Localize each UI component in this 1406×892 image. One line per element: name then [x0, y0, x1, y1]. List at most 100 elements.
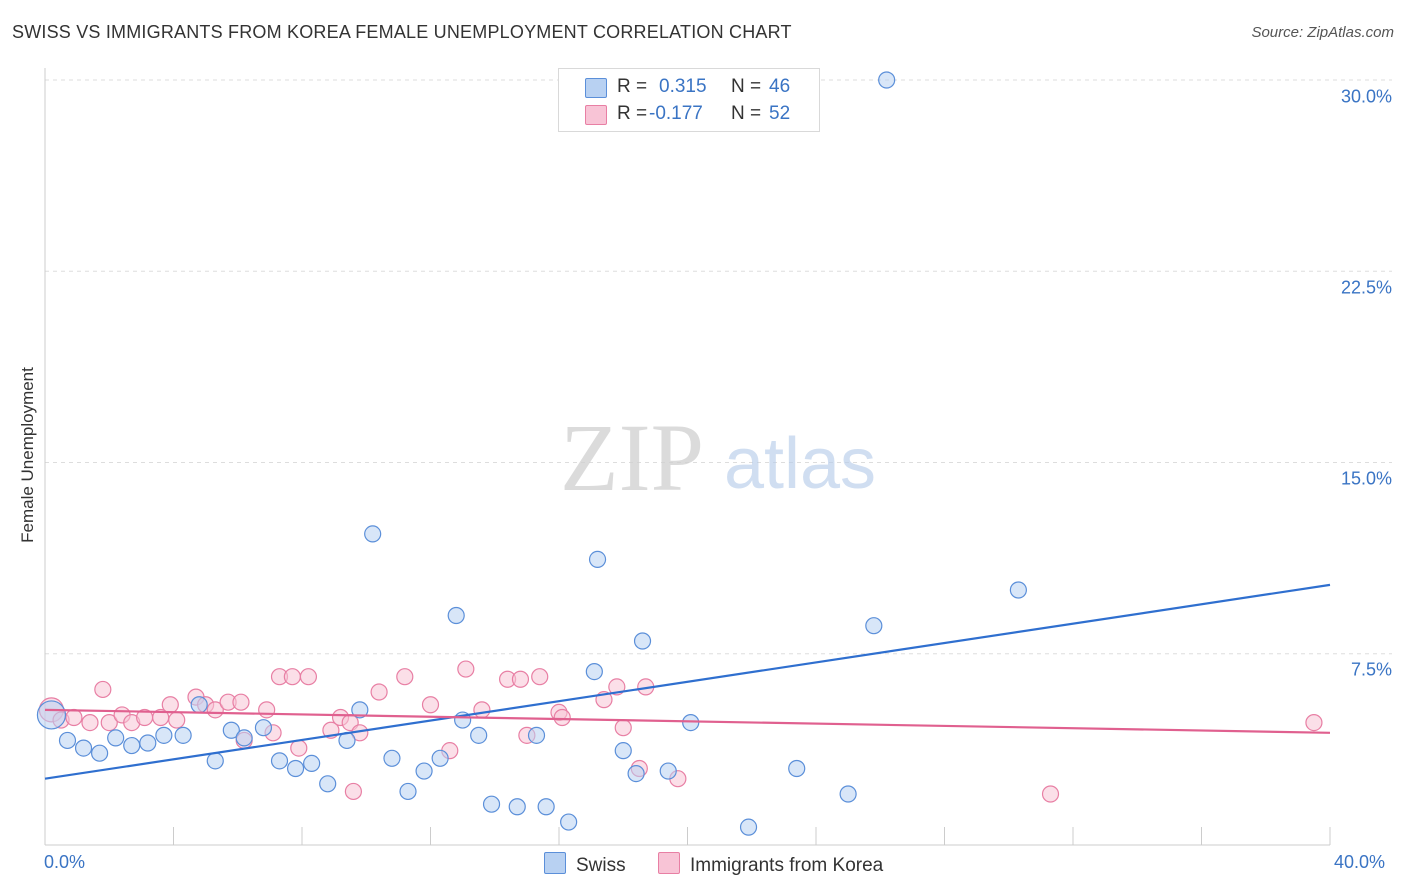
korea-point	[531, 668, 549, 686]
trend-lines	[44, 583, 1331, 780]
swiss-point	[739, 818, 758, 836]
swiss-point	[470, 726, 488, 744]
swiss-point	[614, 742, 632, 760]
swiss-point	[139, 734, 157, 752]
swiss-point	[482, 795, 501, 813]
swiss-point	[254, 719, 273, 737]
x-tick-label-min: 0.0%	[44, 852, 86, 872]
korea-point	[457, 660, 475, 678]
legend-item-swiss[interactable]: Swiss	[544, 852, 626, 877]
swiss-point	[585, 662, 603, 681]
swiss-point	[36, 700, 67, 730]
stats-legend: R = 0.315 N = 46 R = -0.177 N = 52	[558, 68, 820, 132]
swiss-point	[431, 749, 449, 767]
watermark-atlas: atlas	[724, 424, 876, 504]
swiss-point	[878, 71, 896, 89]
swiss-point	[682, 713, 700, 732]
korea-point	[1041, 785, 1060, 803]
swiss-trend-line	[44, 583, 1331, 780]
swiss-point	[560, 813, 578, 831]
korea-point	[511, 670, 530, 688]
n-value: 52	[769, 103, 791, 124]
korea-point	[614, 719, 632, 737]
korea-point	[161, 696, 179, 714]
n-label: N =	[731, 103, 762, 124]
korea-point	[299, 668, 318, 686]
korea-point	[553, 708, 571, 727]
korea-point	[290, 739, 308, 757]
y-axis-label: Female Unemployment	[18, 367, 37, 543]
swiss-point	[415, 762, 433, 780]
korea-point	[370, 683, 388, 701]
swiss-point	[537, 798, 555, 816]
r-value: 0.315	[659, 76, 707, 97]
r-label: R =	[617, 103, 648, 124]
swiss-point	[588, 550, 607, 569]
korea-swatch	[658, 852, 680, 874]
swiss-point	[123, 736, 141, 755]
n-label: N =	[731, 76, 762, 97]
watermark-zip: ZIP	[560, 404, 704, 511]
swiss-point	[508, 798, 526, 816]
swiss-point	[107, 729, 125, 747]
legend-label: Swiss	[576, 855, 626, 876]
swiss-point	[447, 606, 465, 625]
source-credit: Source: ZipAtlas.com	[1251, 24, 1394, 41]
r-value: -0.177	[649, 103, 703, 124]
y-tick-label: 7.5%	[1350, 659, 1392, 680]
chart-title: SWISS VS IMMIGRANTS FROM KOREA FEMALE UN…	[12, 22, 792, 42]
legend-item-korea[interactable]: Immigrants from Korea	[658, 852, 883, 877]
korea-point	[232, 693, 250, 711]
korea-point	[344, 782, 362, 801]
korea-point	[473, 701, 491, 719]
swiss-swatch	[585, 78, 607, 98]
swiss-point	[1009, 581, 1027, 599]
korea-point	[100, 713, 118, 732]
swiss-point	[303, 754, 321, 773]
y-tick-label: 30.0%	[1340, 86, 1392, 107]
korea-point	[168, 711, 186, 729]
korea-point	[421, 696, 440, 714]
swiss-point	[270, 752, 289, 770]
korea-point	[1305, 713, 1323, 732]
swiss-point	[633, 632, 652, 650]
points	[36, 71, 1323, 836]
x-tick-label-max: 40.0%	[1334, 852, 1386, 872]
korea-trend-line	[44, 708, 1331, 734]
korea-point	[396, 668, 414, 686]
korea-point	[81, 713, 99, 732]
n-value: 46	[769, 76, 791, 97]
swiss-point	[788, 759, 806, 778]
swiss-point	[74, 739, 93, 757]
swiss-point	[222, 721, 240, 739]
swiss-point	[839, 785, 857, 803]
swiss-point	[364, 525, 382, 543]
swiss-point	[174, 726, 192, 744]
swiss-point	[206, 752, 224, 770]
swiss-point	[155, 726, 173, 744]
korea-point	[283, 668, 301, 686]
swiss-point	[527, 726, 546, 744]
r-label: R =	[617, 76, 648, 97]
y-tick-label: 22.5%	[1340, 277, 1392, 298]
korea-point	[94, 680, 112, 699]
swiss-point	[58, 731, 77, 750]
legend-label: Immigrants from Korea	[690, 855, 884, 876]
swiss-point	[235, 729, 253, 747]
swiss-point	[91, 744, 109, 762]
swiss-swatch	[544, 852, 566, 874]
swiss-point	[659, 762, 677, 780]
swiss-point	[190, 696, 208, 714]
swiss-point	[351, 701, 369, 719]
swiss-point	[627, 764, 645, 783]
swiss-point	[383, 749, 401, 767]
swiss-point	[286, 759, 305, 778]
korea-point	[65, 708, 83, 727]
swiss-point	[319, 775, 337, 793]
gridlines	[45, 79, 1392, 655]
swiss-point	[865, 617, 883, 635]
korea-swatch	[585, 105, 607, 125]
y-tick-label: 15.0%	[1340, 468, 1392, 489]
swiss-point	[399, 782, 417, 801]
